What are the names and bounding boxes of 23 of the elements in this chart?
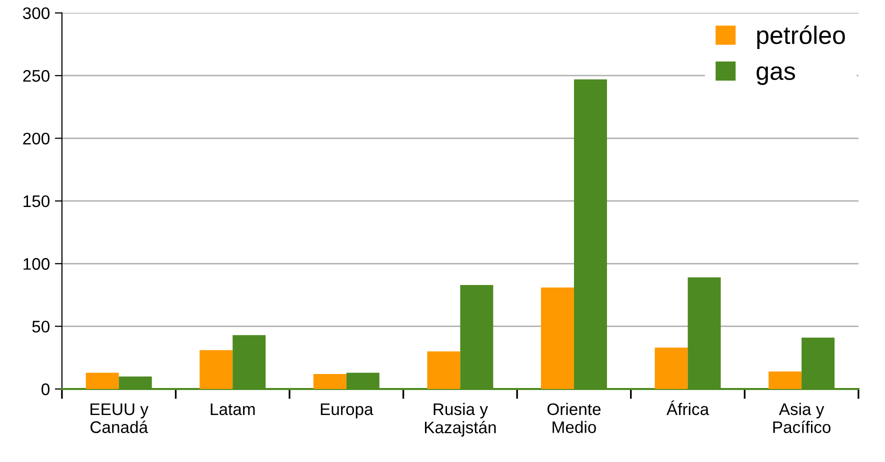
bar <box>768 371 802 390</box>
bar <box>540 287 574 390</box>
y-tick-label: 250 <box>23 70 50 82</box>
bar <box>654 348 688 390</box>
bar <box>200 350 233 390</box>
y-tick-label: 300 <box>22 7 50 20</box>
x-tick-label: Rusia y Kazajstán <box>424 402 496 437</box>
x-tick-label: Oriente Medio <box>547 402 601 434</box>
y-tick-label: 0 <box>42 383 50 396</box>
y-tick-label: 50 <box>32 320 50 333</box>
y-tick-label: 100 <box>24 258 50 270</box>
y-tick-label: 200 <box>23 132 50 144</box>
x-tick-label: Europa <box>320 404 374 418</box>
x-tick-label: África <box>666 400 710 416</box>
legend-label: gas <box>756 66 796 85</box>
bar <box>86 372 119 390</box>
x-tick-label: Latam <box>210 404 255 416</box>
x-tick-label: Asia y Pacífico <box>773 402 830 434</box>
bar <box>313 374 346 390</box>
bar <box>427 351 460 390</box>
x-tick-label: EEUU y Canadá <box>90 404 148 434</box>
y-tick-label: 150 <box>24 195 50 208</box>
legend-label: petróleo <box>757 25 845 50</box>
